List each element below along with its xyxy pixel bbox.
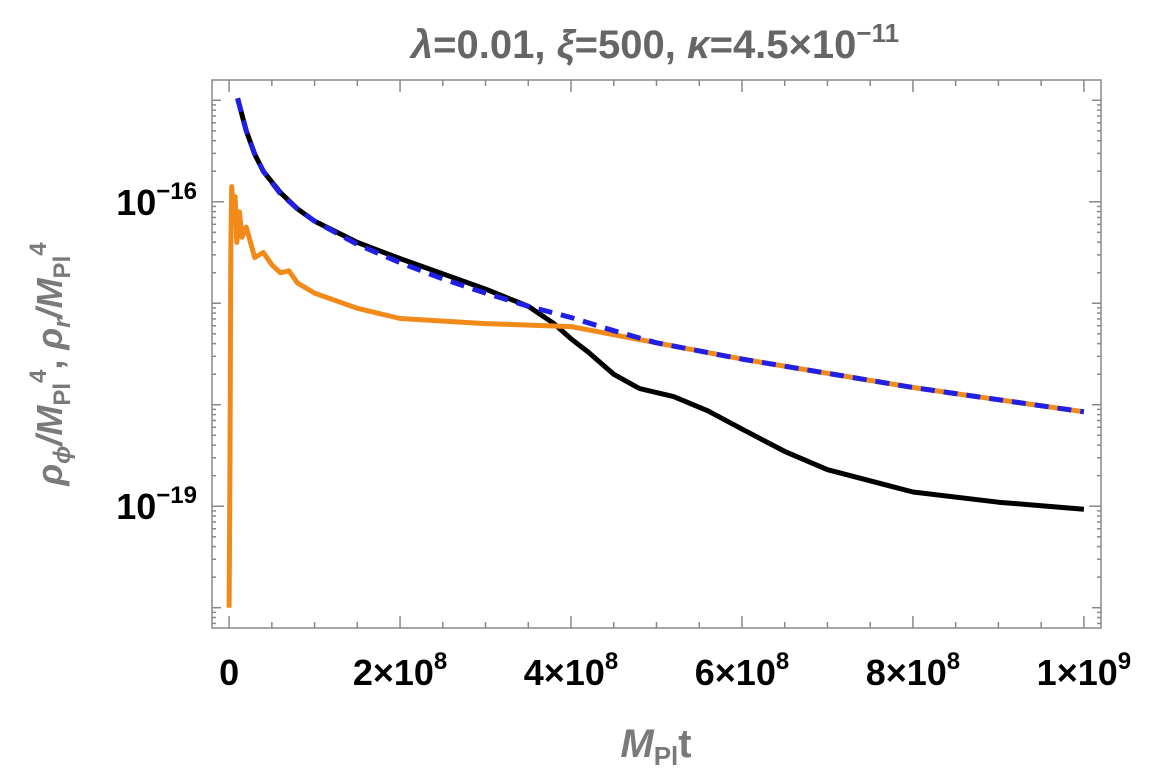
x-tick-label: 2×108	[353, 648, 447, 693]
series-line-blue-dashed	[235, 97, 1085, 415]
y-label-sup: 4	[25, 369, 52, 383]
x-tick-label-base: 1×10	[1037, 652, 1118, 693]
title-part: ξ	[557, 23, 577, 67]
x-tick-label-exp: 8	[947, 648, 960, 675]
y-label-part: ,	[29, 350, 70, 370]
tick-marks	[212, 80, 1101, 628]
x-axis-label: MPlt	[620, 722, 691, 768]
x-tick-label: 8×108	[866, 648, 960, 693]
chart-title: λ=0.01, ξ=500, κ=4.5×10−11	[409, 18, 899, 67]
x-tick-label-base: 6×10	[695, 652, 776, 693]
y-label-sub: ϕ	[49, 446, 76, 464]
y-tick-label: 10−19	[116, 482, 197, 527]
x-tick-label-base: 2×10	[353, 652, 434, 693]
x-label-part: t	[678, 722, 691, 766]
title-part: κ	[687, 23, 712, 67]
y-tick-label-base: 10	[116, 182, 156, 223]
y-tick-label-exp: −16	[156, 178, 197, 205]
x-label-part: M	[620, 722, 655, 766]
x-tick-label: 0	[219, 652, 239, 693]
x-tick-label-exp: 8	[434, 648, 447, 675]
y-tick-label-exp: −19	[156, 482, 197, 509]
plot-frame	[211, 79, 1102, 629]
series-layer	[226, 97, 1085, 608]
title-exponent: −11	[856, 18, 899, 48]
title-part: λ	[409, 23, 433, 67]
x-label-sub: Pl	[654, 741, 679, 768]
y-label-part: /M	[29, 405, 70, 448]
y-label-part: ρ	[29, 464, 70, 487]
title-part: =4.5×10	[710, 23, 857, 67]
y-tick-label-base: 10	[116, 486, 156, 527]
y-axis-label: ρϕ/MPl4, ρr/MPl4	[25, 242, 76, 487]
x-tick-label-base: 4×10	[524, 652, 605, 693]
y-label-part: ρ	[29, 328, 70, 351]
x-tick-label-base: 8×10	[866, 652, 947, 693]
x-tick-label-base: 0	[219, 652, 239, 693]
series-line-orange	[226, 184, 1085, 608]
x-tick-label: 1×109	[1037, 648, 1131, 693]
x-tick-labels: 0 2×108 4×108 6×108 8×108 1×109	[219, 648, 1131, 693]
y-label-sup: 4	[25, 242, 52, 256]
y-label-part: /M	[29, 277, 70, 320]
x-tick-label-exp: 8	[776, 648, 789, 675]
x-tick-label: 6×108	[695, 648, 789, 693]
series-line-black	[235, 97, 1085, 512]
x-tick-label-exp: 8	[605, 648, 618, 675]
x-tick-label: 4×108	[524, 648, 618, 693]
y-label-sub: Pl	[49, 256, 76, 279]
y-label-sub: Pl	[49, 383, 76, 406]
title-part: =500,	[575, 23, 687, 67]
x-tick-label-exp: 9	[1118, 648, 1131, 675]
y-tick-label: 10−16	[116, 178, 197, 223]
y-label-sub: r	[49, 317, 76, 328]
title-part: =0.01,	[433, 23, 556, 67]
